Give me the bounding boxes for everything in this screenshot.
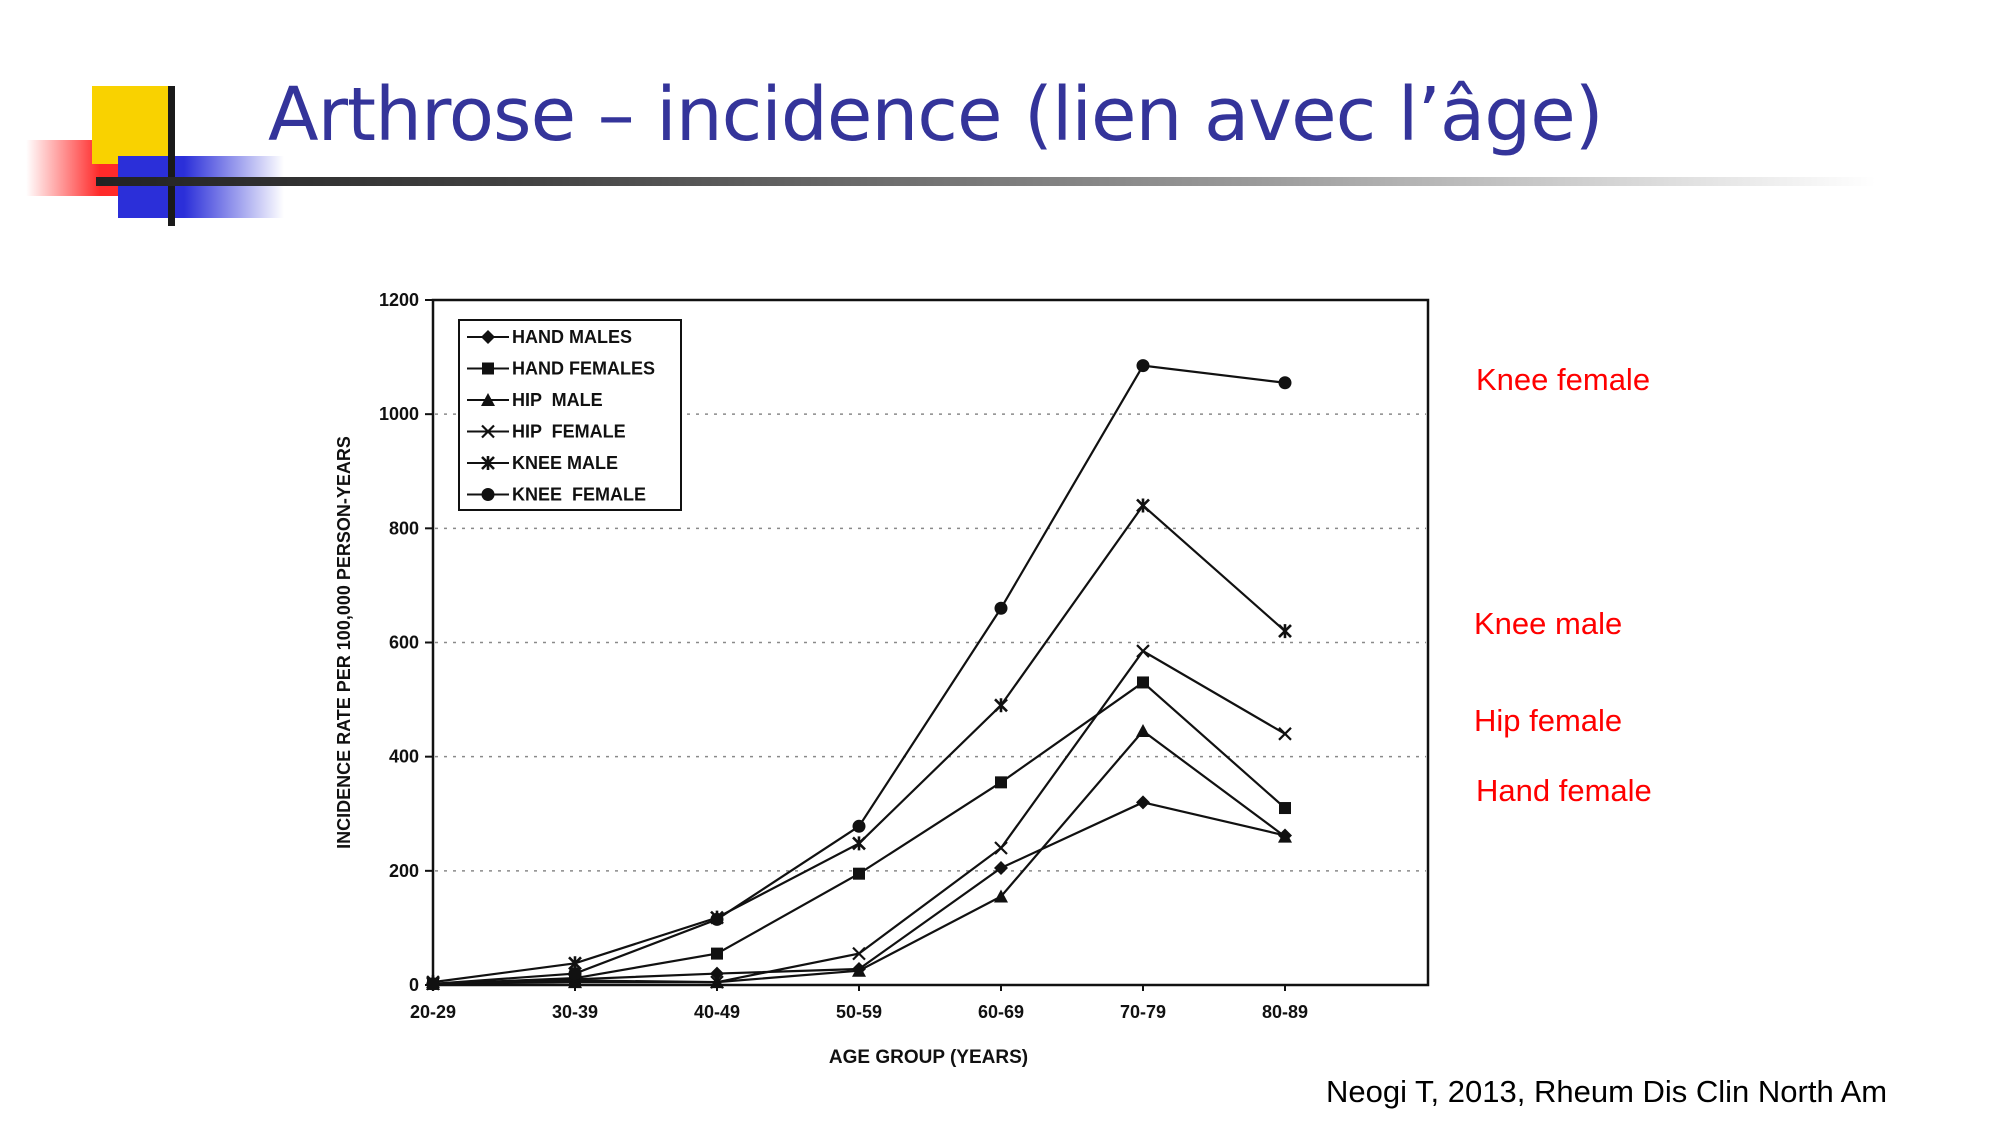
data-point-hand-males (994, 860, 1008, 875)
y-tick-label: 0 (409, 975, 419, 995)
legend-label-hip-female: HIP FEMALE (512, 422, 626, 442)
annotation-hand-female: Hand female (1476, 773, 1652, 808)
y-tick-label: 400 (389, 747, 419, 767)
data-point-hip-male (852, 963, 866, 977)
legend-label-hip-male: HIP MALE (512, 390, 603, 410)
x-tick-label: 30-39 (552, 1002, 598, 1022)
data-point-hand-females (995, 776, 1007, 789)
data-point-hip-male (994, 889, 1008, 903)
page-title: Arthrose – incidence (lien avec l’âge) (268, 72, 1604, 158)
data-point-hip-female (1136, 644, 1150, 658)
data-point-knee-female (426, 977, 440, 991)
data-point-hip-female (994, 841, 1008, 855)
y-axis-title: INCIDENCE RATE PER 100,000 PERSON-YEARS (334, 436, 354, 849)
citation: Neogi T, 2013, Rheum Dis Clin North Am (1326, 1074, 1888, 1109)
series-line-hand-females (432, 681, 1286, 985)
data-point-knee-female (994, 601, 1008, 615)
legend-box (458, 319, 682, 511)
data-point-hip-male (1278, 829, 1292, 843)
x-tick-label: 60-69 (978, 1002, 1024, 1022)
series-line-hip-female (432, 649, 1286, 985)
data-point-hand-females (711, 947, 723, 960)
x-tick-label: 20-29 (410, 1002, 456, 1022)
y-tick-label: 200 (389, 861, 419, 881)
y-tick-label: 1200 (379, 290, 419, 310)
data-point-knee-female (710, 912, 724, 926)
title-underline-rule (96, 177, 1876, 186)
data-point-knee-female (852, 819, 866, 833)
legend-label-hand-females: HAND FEMALES (512, 359, 655, 379)
data-point-hand-females (1279, 802, 1291, 815)
data-point-hip-male (1136, 723, 1150, 737)
data-point-hand-females (853, 867, 865, 880)
legend-marker-hip-female (481, 424, 495, 439)
series-line-hip-male (432, 729, 1286, 985)
data-point-hand-males (1136, 795, 1150, 810)
decor-yellow-square (92, 86, 172, 164)
legend-marker-knee-female (481, 488, 495, 501)
annotation-knee-male: Knee male (1474, 606, 1623, 641)
y-tick-label: 1000 (379, 404, 419, 424)
data-point-hip-female (852, 946, 866, 961)
data-point-knee-male (994, 698, 1008, 713)
legend-label-hand-males: HAND MALES (512, 327, 632, 347)
x-tick-label: 40-49 (694, 1002, 740, 1022)
data-point-hand-females (1137, 676, 1149, 689)
legend-label-knee-male: KNEE MALE (512, 453, 618, 473)
data-point-knee-female (1278, 376, 1292, 390)
data-point-knee-female (1136, 359, 1150, 373)
legend-marker-hip-male (481, 393, 495, 406)
data-point-hip-female (1278, 727, 1292, 741)
y-tick-label: 600 (389, 633, 419, 653)
legend-marker-knee-male (481, 456, 495, 470)
data-point-hip-female (710, 975, 724, 989)
annotation-knee-female: Knee female (1476, 362, 1651, 397)
decor-blue-gradient (184, 156, 284, 218)
data-point-knee-female (568, 967, 582, 981)
decor-vertical-line (168, 86, 175, 226)
data-point-knee-male (852, 836, 866, 851)
x-tick-label: 50-59 (836, 1002, 882, 1022)
legend-marker-hand-males (481, 330, 495, 344)
legend-label-knee-female: KNEE FEMALE (512, 485, 646, 505)
series-line-knee-male (432, 503, 1286, 984)
x-tick-label: 70-79 (1120, 1002, 1166, 1022)
legend-marker-hand-females (482, 362, 494, 375)
annotation-hip-female: Hip female (1474, 703, 1623, 738)
x-tick-label: 80-89 (1262, 1002, 1308, 1022)
x-axis-title: AGE GROUP (YEARS) (829, 1047, 1028, 1068)
data-point-knee-male (1136, 498, 1150, 513)
y-tick-label: 800 (389, 518, 419, 538)
data-point-hand-males (710, 966, 724, 981)
data-point-knee-male (1278, 624, 1292, 639)
